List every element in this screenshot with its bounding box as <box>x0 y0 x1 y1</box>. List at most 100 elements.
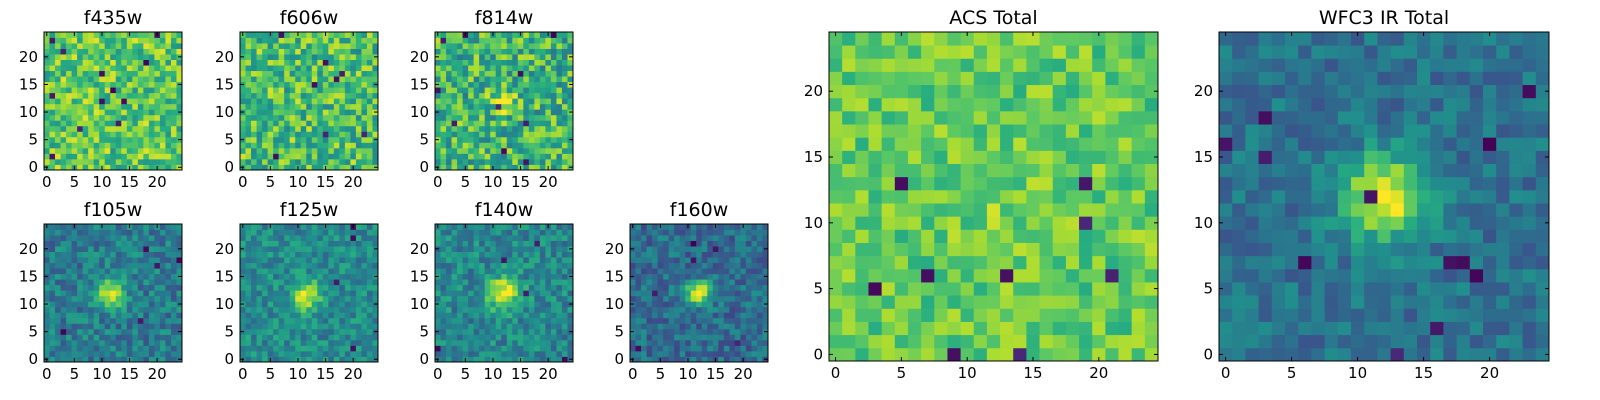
heatmap-cell <box>148 158 155 165</box>
heatmap-cell <box>77 246 84 252</box>
heatmap-cell <box>1131 334 1146 349</box>
heatmap-cell <box>1065 334 1080 349</box>
heatmap-cell <box>132 120 139 127</box>
heatmap-cell <box>328 120 335 127</box>
heatmap-cell <box>159 114 166 121</box>
heatmap-cell <box>734 317 741 324</box>
heatmap-cell <box>462 158 469 165</box>
heatmap-cell <box>751 240 758 247</box>
heatmap-cell <box>512 131 519 138</box>
y-tick-label: 0 <box>224 158 234 176</box>
heatmap-cell <box>366 158 373 165</box>
heatmap-cell <box>170 54 177 60</box>
heatmap-cell <box>143 164 150 171</box>
heatmap-cell <box>322 240 329 247</box>
heatmap-cell <box>484 295 491 302</box>
heatmap-cell <box>104 328 111 335</box>
heatmap-cell <box>868 308 883 322</box>
heatmap-cell <box>344 350 351 357</box>
heatmap-cell <box>501 136 508 143</box>
heatmap-cell <box>333 345 340 352</box>
heatmap-cell <box>1092 321 1106 336</box>
heatmap-cell <box>88 43 95 49</box>
heatmap-cell <box>484 32 491 38</box>
heatmap-cell <box>567 114 574 121</box>
heatmap-cell <box>300 131 307 138</box>
heatmap-cell <box>550 279 557 286</box>
heatmap-cell <box>55 54 61 60</box>
x-tick-label: 15 <box>511 173 530 191</box>
heatmap-cell <box>300 328 307 335</box>
heatmap-cell <box>1118 163 1133 178</box>
heatmap-cell <box>462 98 469 105</box>
heatmap-cell <box>311 120 318 127</box>
heatmap-cell <box>366 301 373 308</box>
heatmap-cell <box>506 240 513 247</box>
heatmap-cell <box>641 312 647 319</box>
x-tick-label: 20 <box>148 365 167 383</box>
heatmap-cell <box>451 109 458 116</box>
heatmap-cell <box>350 262 357 269</box>
heatmap-cell <box>93 279 100 286</box>
heatmap-cell <box>93 295 100 302</box>
heatmap-cell <box>723 257 730 264</box>
heatmap-cell <box>495 312 502 319</box>
heatmap-cell <box>366 43 373 49</box>
heatmap-cell <box>333 147 340 154</box>
heatmap-cell <box>170 345 177 352</box>
heatmap-cell <box>55 224 61 230</box>
heatmap-cell <box>333 279 340 286</box>
heatmap-cell <box>473 136 480 143</box>
heatmap-cell <box>506 120 513 127</box>
heatmap-cell <box>366 279 373 286</box>
heatmap-cell <box>528 246 535 252</box>
heatmap-cell <box>495 350 502 357</box>
heatmap-cell <box>561 284 568 291</box>
heatmap-cell <box>451 164 458 171</box>
heatmap-cell <box>545 262 552 269</box>
heatmap-cell <box>646 262 653 269</box>
heatmap-cell <box>707 301 714 308</box>
heatmap-cell <box>256 153 263 160</box>
heatmap-cell <box>295 279 302 286</box>
heatmap-cell <box>829 295 843 309</box>
heatmap-cell <box>690 257 697 264</box>
heatmap-cell <box>718 229 725 236</box>
heatmap-cell <box>468 87 475 94</box>
heatmap-cell <box>435 92 441 99</box>
heatmap-cell <box>317 125 324 132</box>
heatmap-cell <box>635 323 642 330</box>
axes-frame <box>239 31 379 171</box>
heatmap-cell <box>745 306 752 313</box>
heatmap-cell <box>344 334 351 341</box>
heatmap-cell <box>545 109 552 116</box>
heatmap-cell <box>132 158 139 165</box>
heatmap-cell <box>165 153 172 160</box>
heatmap-cell <box>306 339 313 346</box>
heatmap-cell <box>82 136 89 143</box>
heatmap-cell <box>707 290 714 297</box>
heatmap-cell <box>88 114 95 121</box>
heatmap-cell <box>468 131 475 138</box>
heatmap-cell <box>1065 255 1080 270</box>
heatmap-cell <box>240 48 246 55</box>
heatmap-cell <box>137 43 144 49</box>
heatmap-cell <box>495 54 502 60</box>
heatmap-cell <box>273 235 280 241</box>
heatmap-cell <box>674 312 681 319</box>
heatmap-cell <box>674 257 681 264</box>
heatmap-cell <box>165 87 172 94</box>
heatmap-cell <box>986 229 1001 243</box>
heatmap-cell <box>495 334 502 341</box>
heatmap-cell <box>451 317 458 324</box>
heatmap-cell <box>328 350 335 357</box>
heatmap-cell <box>251 301 257 308</box>
heatmap-cell <box>262 312 268 319</box>
heatmap-cell <box>355 164 362 171</box>
heatmap-cell <box>66 131 72 138</box>
heatmap-cell <box>44 120 50 127</box>
heatmap-cell <box>1144 216 1159 230</box>
heatmap-cell <box>121 125 128 132</box>
heatmap-cell <box>630 262 636 269</box>
heatmap-cell <box>165 114 172 121</box>
